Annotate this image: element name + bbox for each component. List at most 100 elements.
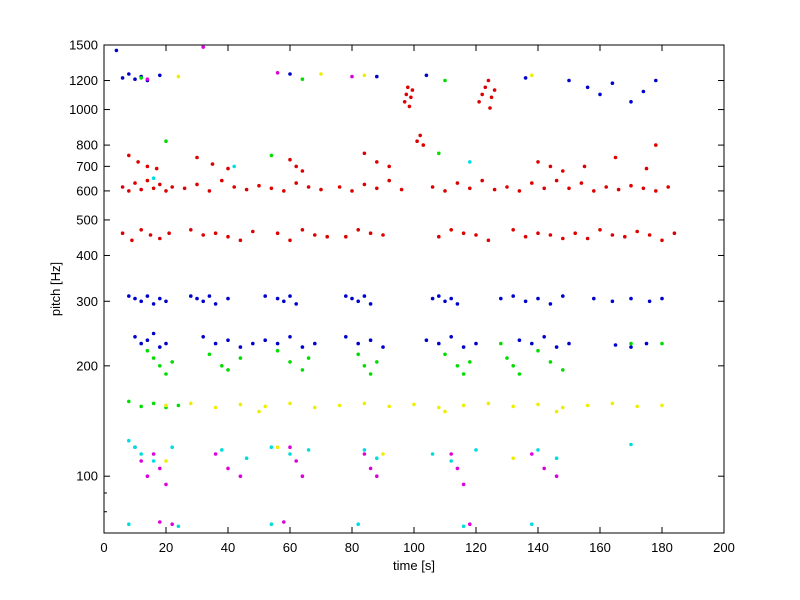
data-point [368, 338, 373, 343]
data-point [644, 166, 649, 171]
data-point [505, 356, 509, 360]
data-point [610, 233, 615, 237]
data-point [554, 345, 559, 349]
data-point [148, 233, 153, 237]
data-point [151, 331, 156, 336]
data-point [461, 345, 466, 349]
data-point [300, 345, 305, 349]
data-point [275, 296, 280, 301]
data-point [226, 234, 230, 239]
data-point [585, 85, 590, 90]
data-point [443, 189, 447, 193]
data-point [145, 338, 150, 343]
data-point [306, 185, 311, 189]
data-point [660, 403, 664, 408]
data-point [404, 92, 409, 97]
data-point [344, 294, 348, 298]
data-point [517, 189, 522, 193]
data-point [139, 341, 143, 346]
x-tick-label: 60 [283, 540, 297, 555]
data-point [133, 335, 137, 339]
data-point [170, 445, 174, 450]
data-point [375, 456, 379, 461]
data-point [170, 185, 174, 189]
x-tick-label: 40 [221, 540, 235, 555]
data-point [468, 522, 472, 526]
data-point [356, 522, 361, 526]
data-point [263, 294, 268, 298]
data-point [561, 405, 565, 410]
data-point [536, 348, 540, 353]
data-point [641, 186, 646, 191]
data-point [492, 88, 497, 92]
data-point [424, 338, 429, 343]
data-point [182, 186, 187, 191]
data-point [127, 72, 131, 76]
data-point [133, 296, 137, 301]
data-point [210, 162, 215, 166]
data-point [288, 72, 292, 76]
data-point [130, 238, 134, 243]
data-point [300, 228, 305, 232]
data-point [635, 404, 639, 409]
data-point [207, 352, 212, 357]
data-point [629, 183, 633, 188]
data-point [170, 522, 174, 526]
data-point [443, 352, 447, 357]
x-tick-label: 20 [159, 540, 173, 555]
data-point [269, 153, 274, 158]
data-point [164, 459, 168, 463]
data-point [387, 178, 392, 183]
data-point [294, 181, 299, 185]
data-point [474, 341, 478, 346]
data-point [381, 452, 385, 456]
data-point [325, 234, 330, 239]
data-point [449, 452, 454, 456]
data-point [511, 228, 515, 232]
data-point [461, 372, 466, 376]
data-point [300, 368, 305, 372]
data-point [437, 294, 441, 298]
data-point [647, 299, 652, 304]
data-point [461, 403, 466, 408]
data-point [511, 404, 515, 409]
data-point [548, 233, 553, 237]
data-point [666, 185, 670, 189]
data-point [647, 233, 652, 237]
data-point [362, 73, 367, 78]
data-point [480, 92, 485, 97]
y-tick-label: 300 [76, 294, 98, 309]
data-point [288, 294, 292, 298]
data-point [430, 185, 435, 189]
data-point [151, 356, 156, 360]
data-point [275, 341, 280, 346]
data-point [201, 45, 205, 49]
data-point [288, 335, 292, 339]
data-point [139, 228, 143, 232]
data-point [288, 452, 292, 456]
data-point [158, 364, 162, 368]
x-tick-label: 200 [713, 540, 735, 555]
data-point [461, 482, 466, 487]
data-point [511, 456, 515, 461]
data-point [381, 345, 385, 349]
data-point [288, 157, 292, 162]
y-tick-label: 1200 [69, 73, 98, 88]
data-point [616, 187, 621, 192]
data-point [517, 338, 522, 343]
data-point [356, 299, 361, 304]
data-point [523, 299, 528, 304]
data-point [468, 160, 472, 164]
data-point [486, 401, 491, 406]
data-point [430, 452, 435, 456]
data-point [375, 74, 379, 79]
data-point [145, 178, 150, 183]
data-point [554, 456, 559, 461]
data-point [213, 452, 218, 456]
data-point [488, 106, 492, 110]
data-point [195, 155, 199, 160]
data-point [232, 164, 236, 169]
data-point [232, 185, 236, 189]
